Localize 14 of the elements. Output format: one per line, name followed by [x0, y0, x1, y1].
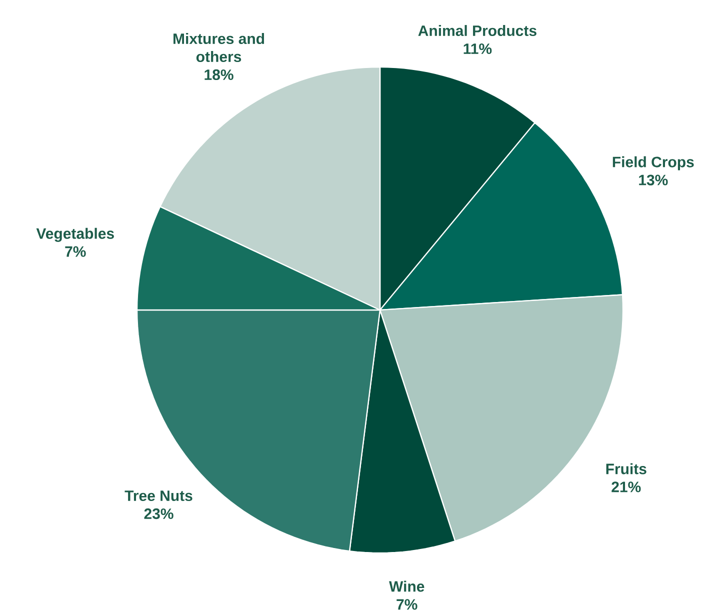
slice-label: Tree Nuts: [124, 490, 192, 502]
slice-label: Mixtures and others: [174, 33, 264, 62]
slice-label: Field Crops: [612, 156, 694, 170]
data-label: 13%: [639, 174, 668, 186]
data-label: 18%: [204, 69, 234, 80]
data-label: 7%: [396, 599, 418, 610]
data-label: 21%: [612, 482, 641, 492]
slice-label: Animal Products: [418, 25, 536, 36]
slice-label: Vegetables: [36, 228, 114, 242]
data-label: 7%: [65, 246, 86, 257]
slice-label: Fruits: [606, 463, 646, 474]
data-label: 11%: [464, 43, 492, 54]
slice-label: Wine: [389, 580, 424, 592]
data-label: 23%: [144, 508, 174, 520]
